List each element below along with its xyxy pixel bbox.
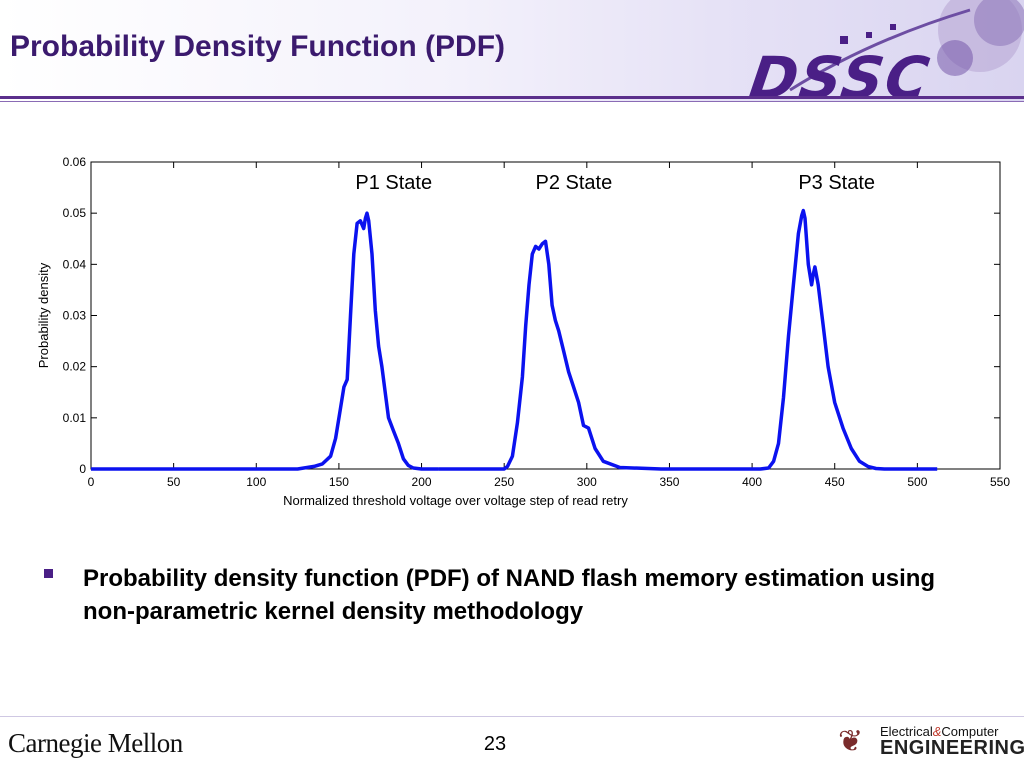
x-tick-label: 0: [88, 475, 95, 489]
x-tick-label: 100: [246, 475, 266, 489]
y-tick-label: 0: [79, 462, 86, 476]
logo-decoration-icon: [789, 0, 1024, 92]
ece-line2: ENGINEERING: [880, 737, 1024, 759]
x-tick-label: 500: [907, 475, 927, 489]
series-line-segment: [264, 211, 439, 471]
state-annotation: P1 State: [355, 172, 432, 194]
header-rule: [0, 96, 1024, 99]
footer-university: Carnegie Mellon: [8, 728, 183, 758]
x-tick-label: 400: [742, 475, 762, 489]
series-line-segment: [438, 239, 703, 471]
y-axis-label: Probability density: [36, 262, 51, 368]
x-tick-label: 450: [825, 475, 845, 489]
x-tick-label: 150: [329, 475, 349, 489]
ece-word-computer: Computer: [941, 724, 999, 739]
y-tick-label: 0.03: [63, 309, 87, 323]
ece-mark-icon: ❦: [838, 724, 864, 759]
ece-line1: Electrical&Computer: [880, 724, 999, 739]
x-tick-label: 550: [990, 475, 1010, 489]
ece-logo: ❦ Electrical&Computer ENGINEERING: [838, 722, 1024, 762]
x-tick-label: 300: [577, 475, 597, 489]
header-rule-thin: [0, 101, 1024, 102]
slide-title: Probability Density Function (PDF): [10, 30, 506, 63]
state-annotation: P3 State: [798, 172, 875, 194]
bullet-marker: [44, 569, 53, 578]
x-tick-label: 350: [659, 475, 679, 489]
y-tick-label: 0.06: [63, 155, 87, 169]
bullet-text: Probability density function (PDF) of NA…: [83, 565, 936, 625]
y-tick-label: 0.01: [63, 411, 87, 425]
plot-area: [90, 161, 1001, 470]
ece-amp: &: [932, 724, 942, 739]
ece-word-electrical: Electrical: [880, 724, 933, 739]
x-axis-label: Normalized threshold voltage over voltag…: [283, 493, 628, 508]
x-tick-label: 200: [412, 475, 432, 489]
pdf-chart: 0 50 100 150 200 250 300 350 400 450 500 550 0 0.01 0.…: [36, 155, 1010, 508]
dssc-logo: DSSC: [745, 0, 1024, 112]
y-tick-label: 0.02: [63, 360, 87, 374]
x-tick-label: 50: [167, 475, 181, 489]
footer-rule: [0, 716, 1024, 717]
y-tick-label: 0.04: [63, 257, 87, 271]
header-band: [0, 0, 1024, 102]
x-tick-label: 250: [494, 475, 514, 489]
state-annotation: P2 State: [536, 172, 613, 194]
y-tick-label: 0.05: [63, 206, 87, 220]
page-number: 23: [483, 733, 507, 755]
series-line-segment: [702, 208, 938, 471]
